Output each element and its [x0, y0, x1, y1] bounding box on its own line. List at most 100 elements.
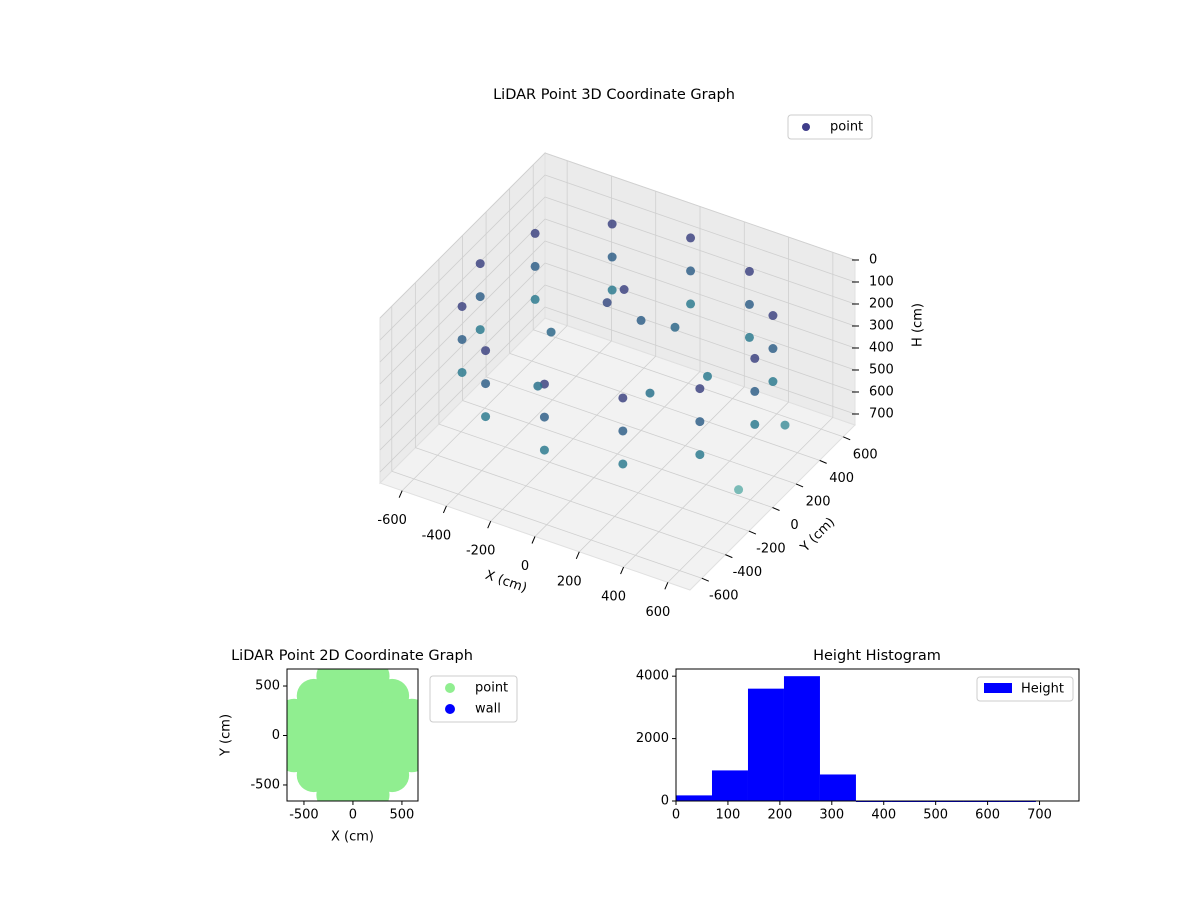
x-tick-label: -400: [422, 528, 452, 543]
point: [607, 285, 617, 295]
x-tick-label: 500: [390, 808, 415, 823]
z-axis-label: H (cm): [911, 303, 926, 347]
y-tick: [843, 436, 851, 441]
legend-marker: [984, 683, 1012, 693]
grid-line: [544, 240, 856, 349]
grid-line: [544, 306, 856, 415]
z-tick-label: 500: [869, 363, 894, 378]
chart-title: Height Histogram: [813, 648, 941, 664]
point: [686, 266, 696, 276]
y-tick-label: 200: [806, 494, 831, 509]
y-axis-label: Y (cm): [219, 714, 234, 757]
z-tick-label: 100: [869, 275, 894, 290]
grid-line: [544, 152, 856, 261]
z-tick-label: 400: [869, 341, 894, 356]
x-tick: [398, 490, 403, 498]
legend-label: wall: [475, 702, 501, 717]
point: [530, 228, 540, 238]
x-tick-label: 700: [1027, 808, 1052, 823]
grid-line: [533, 329, 844, 438]
y-tick-label: -500: [250, 777, 280, 792]
y-tick-label: 4000: [636, 669, 669, 684]
point: [744, 266, 754, 276]
bar: [819, 774, 856, 801]
legend-marker: [445, 683, 455, 693]
y-tick: [795, 483, 804, 488]
point: [475, 325, 485, 335]
point: [607, 252, 617, 262]
point: [703, 371, 712, 381]
point: [768, 311, 778, 321]
grid-line: [379, 152, 546, 319]
y-tick-label: -600: [709, 589, 739, 604]
grid-line: [462, 400, 773, 508]
point: [686, 233, 696, 243]
bar: [711, 770, 748, 801]
point: [768, 377, 778, 387]
point: [602, 298, 612, 308]
grid-line: [509, 352, 820, 461]
point: [618, 426, 628, 436]
y-tick-label: 600: [853, 447, 878, 462]
grid-line: [544, 174, 856, 283]
point: [734, 485, 744, 495]
point: [780, 420, 790, 430]
point: [481, 346, 491, 356]
y-axis-label: Y (cm): [797, 515, 838, 556]
bar: [747, 688, 784, 801]
x-tick: [664, 582, 669, 590]
point: [618, 393, 628, 403]
point: [750, 419, 760, 429]
grid-line: [544, 196, 856, 305]
point: [619, 285, 629, 294]
grid-line: [379, 240, 546, 407]
grid-line: [379, 196, 546, 363]
legend-label: point: [830, 120, 863, 135]
point: [750, 386, 760, 396]
point: [768, 344, 778, 354]
x-tick-label: 200: [767, 808, 792, 823]
point: [695, 450, 705, 460]
y-tick-label: 400: [829, 471, 854, 486]
legend-label: Height: [1021, 682, 1064, 697]
x-tick-label: -500: [289, 808, 319, 823]
legend-label: point: [475, 681, 508, 696]
bar: [676, 795, 712, 801]
chart-title: LiDAR Point 2D Coordinate Graph: [231, 648, 473, 664]
grid-line: [379, 306, 546, 473]
x-tick-label: 200: [557, 574, 582, 589]
x-tick-label: 500: [923, 808, 948, 823]
y-tick: [701, 577, 709, 582]
point: [355, 777, 390, 801]
y-tick-label: 0: [790, 518, 798, 533]
point: [695, 384, 705, 394]
x-tick-label: 0: [521, 559, 529, 574]
point: [607, 219, 617, 229]
point: [530, 294, 540, 304]
x-tick: [575, 551, 580, 559]
grid-line: [438, 423, 750, 532]
legend-box: [787, 114, 873, 140]
grid-line: [544, 262, 856, 371]
x-tick-label: -200: [466, 544, 496, 559]
point: [457, 334, 467, 344]
point: [686, 299, 696, 309]
x-tick: [531, 536, 536, 544]
point: [750, 353, 760, 363]
point: [530, 261, 540, 271]
y-tick-label: 0: [272, 728, 280, 743]
x-tick-label: 400: [601, 590, 626, 605]
point: [539, 445, 549, 455]
z-tick-label: 300: [869, 319, 894, 334]
grid-line: [485, 376, 797, 485]
x-tick-label: -600: [377, 513, 407, 528]
point: [618, 459, 628, 469]
point: [744, 332, 754, 342]
legend-marker: [802, 123, 810, 131]
point: [744, 299, 754, 309]
point: [670, 322, 680, 332]
grid-line: [379, 262, 546, 429]
y-tick: [819, 459, 827, 464]
plot-area: [287, 669, 418, 801]
x-tick-label: 400: [871, 808, 896, 823]
